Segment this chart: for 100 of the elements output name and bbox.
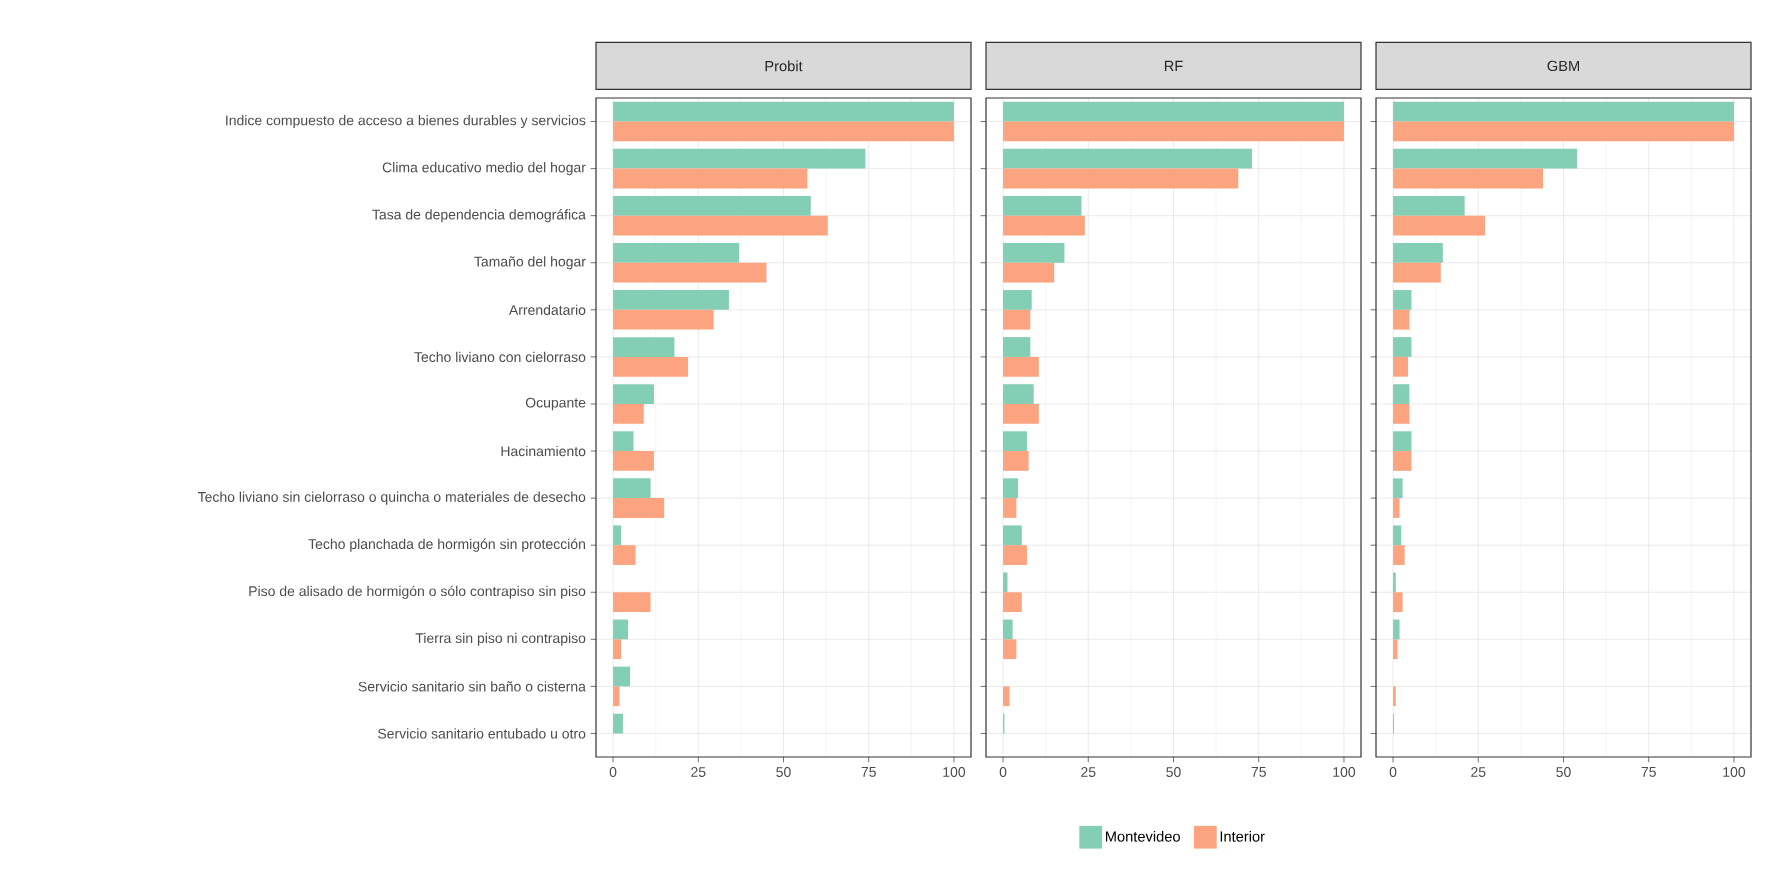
- bar: [613, 713, 623, 734]
- x-tick-label: 25: [1081, 767, 1096, 777]
- bar: [613, 592, 651, 613]
- bar: [1393, 525, 1402, 546]
- bar: [613, 384, 654, 404]
- bar: [1393, 262, 1441, 283]
- bar: [1393, 242, 1443, 263]
- bar: [613, 525, 622, 546]
- bar: [613, 356, 689, 377]
- x-tick-label: 100: [1723, 767, 1746, 777]
- y-tick-label: Piso de alisado de hormigón o sólo contrapiso sin piso: [249, 585, 586, 599]
- bar: [613, 431, 634, 452]
- x-tick-label: 50: [776, 767, 791, 777]
- y-tick-label: Clima educativo medio del hogar: [382, 162, 586, 176]
- bar: [1003, 686, 1010, 707]
- bar: [613, 666, 631, 687]
- bar: [1393, 356, 1409, 377]
- bar: [613, 403, 644, 424]
- bar: [613, 337, 675, 357]
- bar: [613, 148, 866, 169]
- bar: [1393, 592, 1403, 613]
- x-tick-label: 75: [1641, 767, 1656, 777]
- y-tick-label: Hacinamiento: [501, 445, 586, 457]
- bar: [1003, 168, 1239, 189]
- bar: [1003, 101, 1344, 122]
- bar: [1003, 572, 1008, 593]
- bar: [613, 101, 954, 122]
- bar: [613, 215, 828, 236]
- bar: [1003, 545, 1027, 565]
- x-tick-label: 100: [943, 767, 966, 777]
- bar: [613, 262, 767, 283]
- bar: [1003, 195, 1082, 216]
- bar: [613, 290, 729, 310]
- x-tick-label: 50: [1166, 767, 1181, 777]
- bar: [1003, 309, 1031, 330]
- chart-title: Probit: [765, 60, 803, 72]
- bar: [613, 498, 665, 518]
- bar: [613, 545, 636, 565]
- bar: [1393, 498, 1400, 518]
- bar: [1003, 215, 1085, 236]
- x-tick-label: 100: [1333, 767, 1356, 777]
- x-tick-label: 25: [691, 767, 706, 777]
- bar: [1393, 686, 1396, 707]
- y-tick-label: Tamaño del hogar: [474, 256, 586, 270]
- bar: [1393, 619, 1400, 640]
- bar: [1003, 619, 1013, 640]
- y-tick-label: Techo planchada de hormigón sin protección: [308, 538, 585, 552]
- bar: [613, 242, 740, 263]
- bar: [1393, 215, 1486, 236]
- y-tick-label: Ocupante: [525, 397, 586, 411]
- bar: [613, 639, 622, 660]
- bar: [1003, 478, 1019, 499]
- bar: [1003, 525, 1022, 546]
- bar: [1393, 545, 1405, 565]
- y-tick-label: Indice compuesto de acceso a bienes durables y servicios: [226, 115, 586, 129]
- bar: [613, 168, 808, 189]
- bar: [1393, 337, 1412, 357]
- y-tick-label: Tasa de dependencia demográfica: [372, 209, 586, 223]
- bar: [613, 619, 629, 640]
- bar: [1393, 121, 1734, 142]
- bar: [1393, 384, 1410, 404]
- x-tick-label: 50: [1556, 767, 1571, 777]
- bar: [1003, 451, 1029, 471]
- x-tick-label: 0: [609, 767, 617, 777]
- bar: [1393, 451, 1412, 471]
- bar: [1393, 195, 1465, 216]
- bar: [1003, 337, 1031, 357]
- bar: [613, 121, 954, 142]
- y-tick-label: Techo liviano con cielorraso: [414, 351, 586, 363]
- bar: [1003, 121, 1344, 142]
- y-tick-label: Servicio sanitario sin baño o cisterna: [358, 681, 586, 692]
- bar: [1003, 431, 1027, 452]
- bar: [1003, 384, 1034, 404]
- bar: [1393, 148, 1578, 169]
- chart-title: GBM: [1547, 60, 1579, 72]
- bar: [1393, 403, 1410, 424]
- bar: [1393, 168, 1544, 189]
- bar: [1393, 478, 1403, 499]
- bar: [1003, 403, 1039, 424]
- bar: [1393, 101, 1734, 122]
- bar: [1003, 148, 1252, 169]
- y-tick-label: Arrendatario: [508, 304, 586, 315]
- bar: [1393, 639, 1398, 660]
- x-tick-label: 0: [1389, 767, 1397, 777]
- x-tick-label: 75: [861, 767, 876, 777]
- bar: [1003, 242, 1065, 263]
- bar: [1393, 309, 1410, 330]
- bar: [613, 478, 651, 499]
- chart-title: RF: [1164, 60, 1183, 71]
- bar: [1393, 431, 1412, 452]
- legend-label: Interior: [1220, 830, 1265, 842]
- bar: [1003, 639, 1017, 660]
- bar: [1003, 356, 1039, 377]
- x-tick-label: 25: [1471, 767, 1486, 777]
- bar: [613, 451, 654, 471]
- bar: [1003, 592, 1022, 613]
- y-tick-label: Tierra sin piso ni contrapiso: [415, 632, 586, 646]
- x-tick-label: 0: [999, 767, 1007, 777]
- bar: [1393, 290, 1412, 310]
- legend-label: Montevideo: [1105, 830, 1180, 842]
